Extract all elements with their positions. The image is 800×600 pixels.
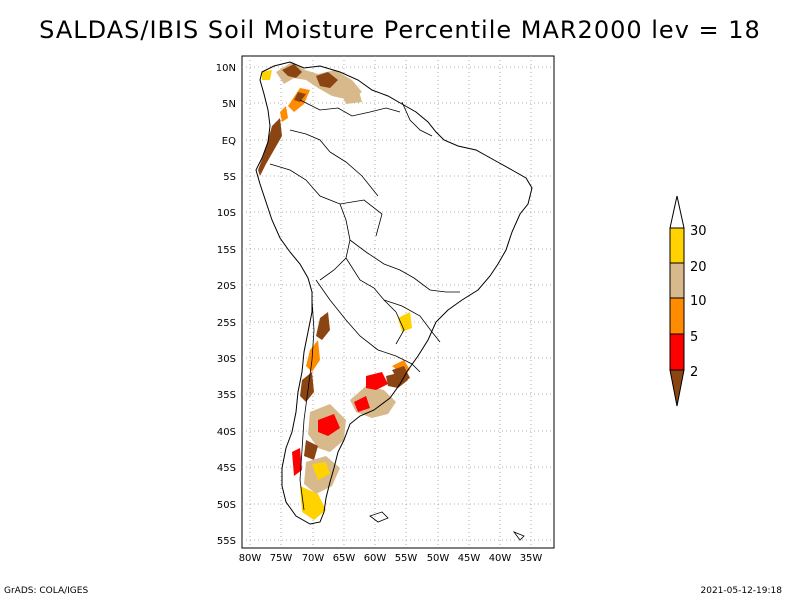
lon-label: 50W bbox=[427, 553, 450, 564]
lon-label: 55W bbox=[395, 553, 418, 564]
lat-label: 5S bbox=[223, 172, 236, 183]
lon-label: 80W bbox=[239, 553, 262, 564]
lon-label: 70W bbox=[302, 553, 325, 564]
coastline bbox=[255, 61, 533, 525]
colorbar bbox=[669, 195, 685, 407]
colorbar-label: 20 bbox=[690, 260, 707, 275]
lon-label: 65W bbox=[333, 553, 356, 564]
colorbar-swatch-30 bbox=[669, 227, 685, 264]
map-title: SALDAS/IBIS Soil Moisture Percentile MAR… bbox=[39, 16, 761, 44]
colorbar-label: 10 bbox=[690, 294, 707, 309]
lat-label: 50S bbox=[217, 500, 236, 511]
colorbar-swatch-10 bbox=[669, 297, 685, 335]
colorbar-swatch-5 bbox=[669, 333, 685, 371]
lat-label: 10S bbox=[217, 208, 236, 219]
lat-label: 30S bbox=[217, 354, 236, 365]
gridlines bbox=[242, 56, 554, 548]
colorbar-swatch-20 bbox=[669, 262, 685, 299]
lat-label: EQ bbox=[222, 136, 236, 147]
country-borders bbox=[269, 99, 460, 511]
colorbar-label: 5 bbox=[690, 330, 698, 345]
colorbar-label: 2 bbox=[690, 365, 698, 380]
footer-credit: GrADS: COLA/IGES bbox=[4, 586, 89, 596]
lon-label: 40W bbox=[489, 553, 512, 564]
lon-label: 60W bbox=[364, 553, 387, 564]
lat-label: 25S bbox=[217, 318, 236, 329]
lat-labels: 10N 5N EQ 5S 10S 15S 20S 25S 30S 35S 40S… bbox=[216, 63, 236, 547]
lon-label: 75W bbox=[270, 553, 293, 564]
lat-label: 45S bbox=[217, 463, 236, 474]
lat-label: 10N bbox=[216, 63, 236, 74]
plot-frame bbox=[241, 55, 555, 549]
footer-timestamp: 2021-05-12-19:18 bbox=[700, 586, 783, 596]
falkland-islands bbox=[369, 511, 389, 523]
lon-label: 45W bbox=[458, 553, 481, 564]
lat-label: 35S bbox=[217, 390, 236, 401]
lon-label: 35W bbox=[520, 553, 543, 564]
lon-labels: 80W 75W 70W 65W 60W 55W 50W 45W 40W 35W bbox=[239, 553, 543, 564]
colorbar-top-arrow bbox=[669, 195, 685, 229]
lat-label: 40S bbox=[217, 427, 236, 438]
colorbar-bottom-arrow bbox=[669, 369, 685, 407]
lat-label: 55S bbox=[217, 536, 236, 547]
small-island bbox=[512, 531, 525, 541]
shaded-regions bbox=[258, 62, 412, 520]
colorbar-label: 30 bbox=[690, 224, 707, 239]
lat-label: 20S bbox=[217, 281, 236, 292]
colorbar-labels: 30 20 10 5 2 bbox=[690, 224, 707, 380]
lat-label: 15S bbox=[217, 245, 236, 256]
lat-label: 5N bbox=[222, 99, 236, 110]
